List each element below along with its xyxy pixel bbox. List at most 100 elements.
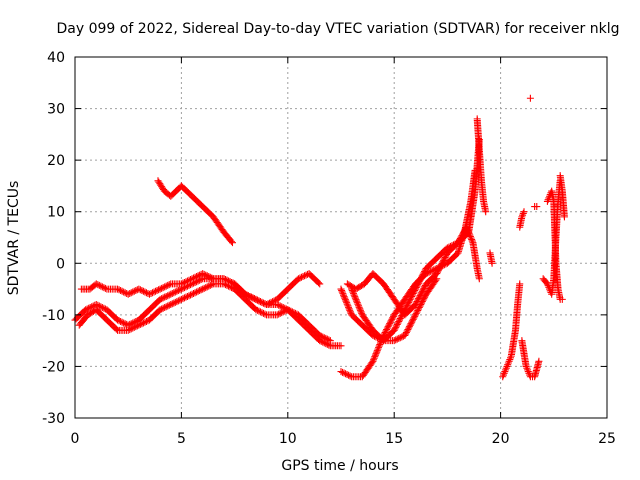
data-point — [281, 304, 289, 312]
data-point — [337, 342, 345, 350]
data-point — [437, 262, 445, 270]
data-point — [273, 311, 281, 319]
data-point — [120, 319, 128, 327]
data-point — [252, 295, 260, 303]
data-point — [130, 323, 138, 331]
data-point — [220, 275, 228, 283]
data-point — [345, 305, 353, 313]
data-point — [247, 293, 255, 301]
data-point — [421, 293, 429, 301]
data-point — [416, 276, 424, 284]
data-point — [161, 303, 169, 311]
data-point — [414, 281, 422, 289]
data-point — [275, 310, 283, 318]
data-point — [463, 223, 471, 231]
data-point — [256, 308, 264, 316]
data-point — [464, 228, 472, 236]
data-point — [383, 324, 391, 332]
data-point — [356, 306, 364, 314]
data-point — [156, 285, 164, 293]
data-point — [203, 283, 211, 291]
data-point — [126, 326, 134, 334]
data-point — [343, 299, 351, 307]
data-point — [519, 209, 527, 217]
data-point — [526, 94, 534, 102]
data-point — [352, 296, 360, 304]
data-point — [419, 270, 427, 278]
data-point — [395, 334, 403, 342]
data-point — [315, 279, 323, 287]
data-point — [378, 335, 386, 343]
data-point — [438, 259, 446, 267]
series-track-18 — [556, 172, 568, 221]
data-point — [403, 327, 411, 335]
data-point — [374, 345, 382, 353]
data-point — [155, 286, 163, 294]
data-point — [142, 289, 150, 297]
data-point — [227, 237, 235, 245]
data-point — [253, 296, 261, 304]
data-point — [396, 316, 404, 324]
data-point — [225, 277, 233, 285]
data-point — [323, 340, 331, 348]
data-point — [162, 303, 170, 311]
data-point — [95, 281, 103, 289]
data-point — [276, 309, 284, 317]
data-point — [255, 297, 263, 305]
data-point — [502, 364, 510, 372]
data-point — [171, 288, 179, 296]
data-point — [187, 275, 195, 283]
data-point — [319, 338, 327, 346]
data-point — [440, 255, 448, 263]
data-point — [206, 281, 214, 289]
data-point — [411, 311, 419, 319]
series-track-9 — [473, 115, 490, 216]
data-point — [194, 272, 202, 280]
data-point — [420, 269, 428, 277]
data-point — [465, 229, 473, 237]
data-point — [197, 286, 205, 294]
data-point — [149, 289, 157, 297]
y-axis-label: SDTVAR / TECUs — [6, 181, 22, 296]
data-point — [500, 369, 508, 377]
series-track-5 — [337, 166, 479, 381]
data-point — [468, 236, 476, 244]
data-point — [418, 298, 426, 306]
data-point — [190, 289, 198, 297]
data-point — [392, 336, 400, 344]
data-point — [522, 362, 530, 370]
data-point — [466, 231, 474, 239]
data-point — [325, 341, 333, 349]
data-point — [173, 298, 181, 306]
plot-frame — [74, 56, 608, 419]
data-point — [127, 325, 135, 333]
series-track-13 — [518, 337, 543, 381]
data-point — [296, 274, 304, 282]
y-tick-label: 0 — [56, 256, 65, 272]
data-point — [95, 302, 103, 310]
data-point — [338, 288, 346, 296]
data-point — [381, 329, 389, 337]
series-track-3 — [77, 270, 345, 350]
data-point — [355, 302, 363, 310]
data-point — [100, 304, 108, 312]
data-point — [434, 267, 442, 275]
data-point — [101, 284, 109, 292]
data-point — [410, 314, 418, 322]
data-point — [158, 284, 166, 292]
data-point — [507, 354, 515, 362]
data-point — [401, 331, 409, 339]
data-point — [408, 317, 416, 325]
data-point — [182, 278, 190, 286]
data-point — [92, 280, 100, 288]
data-point — [402, 329, 410, 337]
data-point — [259, 309, 267, 317]
data-point — [412, 284, 420, 292]
data-point — [202, 271, 210, 279]
data-point — [156, 306, 164, 314]
data-point — [139, 287, 147, 295]
data-point — [346, 372, 354, 380]
data-point — [255, 307, 263, 315]
data-point — [440, 256, 448, 264]
